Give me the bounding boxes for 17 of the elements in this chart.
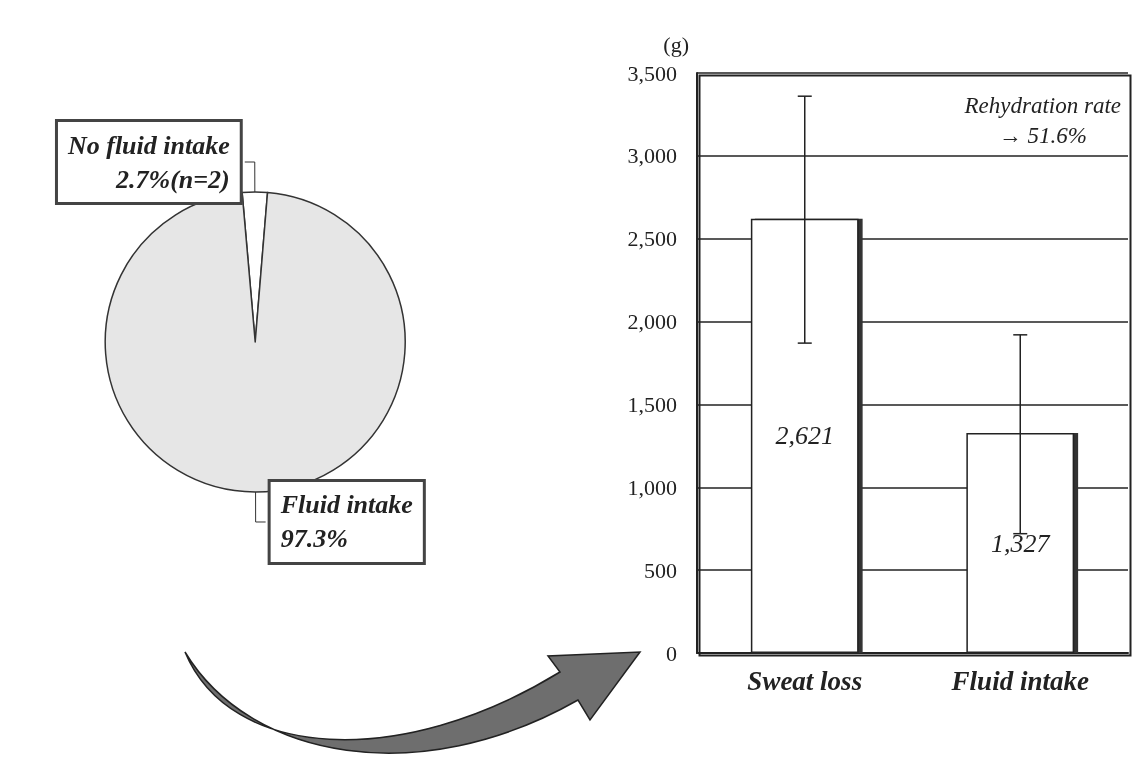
data-label: 97.3% [280,524,348,554]
slice-label: No fluid intake [66,130,230,160]
y-tick-label: 1,000 [627,474,677,500]
y-tick-label: 500 [644,557,677,583]
annotation: Rehydration rate → 51.6% [963,92,1121,148]
y-tick-label: 0 [666,640,677,666]
y-tick-label: 1,500 [627,391,677,417]
x-tick-label: Sweat loss [747,665,863,696]
y-tick-label: 3,000 [627,143,677,169]
y-axis-title: (g) [663,31,689,57]
y-tick-label: 2,500 [627,226,677,252]
slice-label: Fluid intake [279,490,413,520]
y-tick-label: 3,500 [627,60,677,86]
data-label: 1,327 [991,528,1051,558]
data-label: 2,621 [775,421,834,451]
y-tick-label: 2,000 [627,309,677,335]
data-label: 2.7%(n=2) [115,164,230,194]
